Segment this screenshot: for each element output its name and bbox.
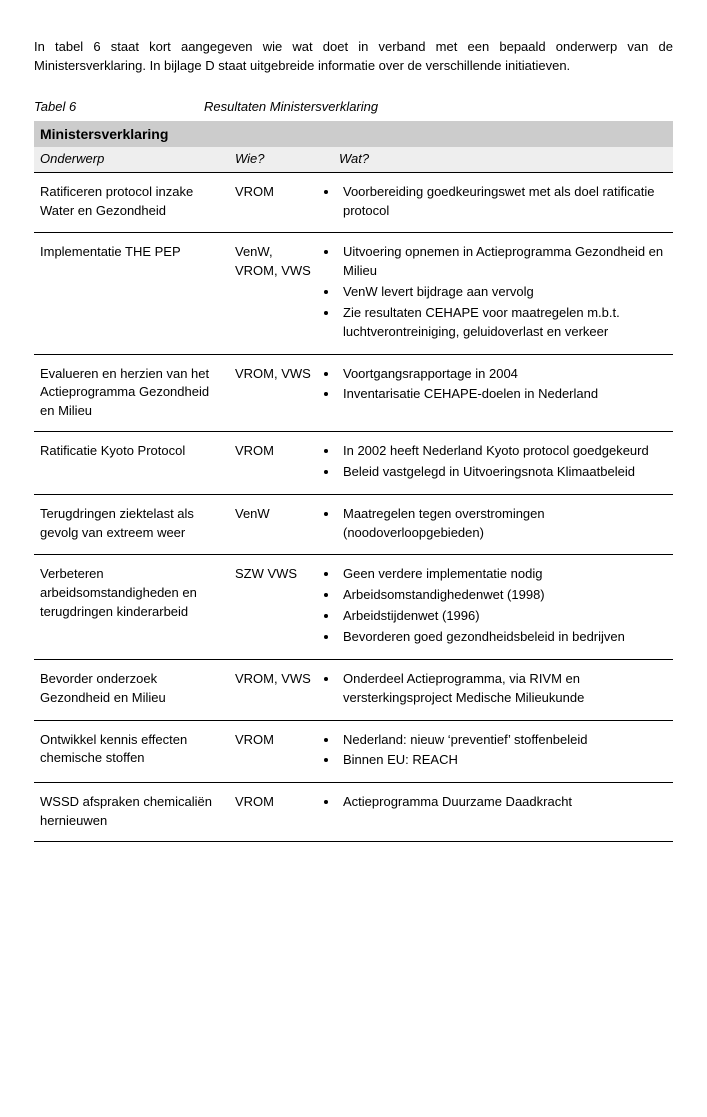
cell-onderwerp: Evalueren en herzien van het Actieprogra… <box>34 354 229 432</box>
cell-wie: VROM <box>229 172 319 233</box>
table-caption: Tabel 6 Resultaten Ministersverklaring <box>34 98 673 117</box>
wat-list: Nederland: nieuw ‘preventief’ stoffenbel… <box>319 731 667 771</box>
table-row: Bevorder onderzoek Gezondheid en MilieuV… <box>34 659 673 720</box>
wat-list-item: Beleid vastgelegd in Uitvoeringsnota Kli… <box>339 463 667 482</box>
wat-list-item: Nederland: nieuw ‘preventief’ stoffenbel… <box>339 731 667 750</box>
cell-wat: In 2002 heeft Nederland Kyoto protocol g… <box>319 432 673 495</box>
cell-onderwerp: Verbeteren arbeidsomstandigheden en teru… <box>34 555 229 659</box>
cell-onderwerp: Bevorder onderzoek Gezondheid en Milieu <box>34 659 229 720</box>
caption-left: Tabel 6 <box>34 98 204 117</box>
wat-list-item: Voortgangsrapportage in 2004 <box>339 365 667 384</box>
wat-list-item: Actieprogramma Duurzame Daadkracht <box>339 793 667 812</box>
cell-wat: Actieprogramma Duurzame Daadkracht <box>319 783 673 842</box>
table-row: Ratificeren protocol inzake Water en Gez… <box>34 172 673 233</box>
wat-list-item: Geen verdere implementatie nodig <box>339 565 667 584</box>
cell-wie: VROM, VWS <box>229 354 319 432</box>
table-row: Evalueren en herzien van het Actieprogra… <box>34 354 673 432</box>
cell-wie: VROM <box>229 720 319 783</box>
table-row: Ratificatie Kyoto ProtocolVROM In 2002 he… <box>34 432 673 495</box>
wat-list: Voorbereiding goedkeuringswet met als do… <box>319 183 667 221</box>
wat-list-item: Maatregelen tegen overstromingen (noodov… <box>339 505 667 543</box>
table-row: Implementatie THE PEPVenW, VROM, VWS Uitv… <box>34 233 673 354</box>
wat-list: In 2002 heeft Nederland Kyoto protocol g… <box>319 442 667 482</box>
ministersverklaring-table: Ministersverklaring Onderwerp Wie? Wat? … <box>34 121 673 842</box>
wat-list-item: Arbeidstijdenwet (1996) <box>339 607 667 626</box>
wat-list: Actieprogramma Duurzame Daadkracht <box>319 793 667 812</box>
wat-list-item: VenW levert bijdrage aan vervolg <box>339 283 667 302</box>
intro-paragraph: In tabel 6 staat kort aangegeven wie wat… <box>34 38 673 76</box>
cell-wat: Onderdeel Actieprogramma, via RIVM en ve… <box>319 659 673 720</box>
cell-onderwerp: Terugdringen ziektelast als gevolg van e… <box>34 494 229 555</box>
table-row: Ontwikkel kennis effecten chemische stof… <box>34 720 673 783</box>
cell-wie: VenW, VROM, VWS <box>229 233 319 354</box>
table-title-row: Ministersverklaring <box>34 121 673 147</box>
header-wat: Wat? <box>319 147 673 172</box>
header-wie: Wie? <box>229 147 319 172</box>
wat-list: Uitvoering opnemen in Actieprogramma Gez… <box>319 243 667 341</box>
cell-wat: Nederland: nieuw ‘preventief’ stoffenbel… <box>319 720 673 783</box>
cell-wat: Uitvoering opnemen in Actieprogramma Gez… <box>319 233 673 354</box>
cell-onderwerp: Ratificeren protocol inzake Water en Gez… <box>34 172 229 233</box>
wat-list-item: Zie resultaten CEHAPE voor maatregelen m… <box>339 304 667 342</box>
wat-list: Onderdeel Actieprogramma, via RIVM en ve… <box>319 670 667 708</box>
table-row: Terugdringen ziektelast als gevolg van e… <box>34 494 673 555</box>
wat-list-item: Binnen EU: REACH <box>339 751 667 770</box>
wat-list-item: Inventarisatie CEHAPE-doelen in Nederlan… <box>339 385 667 404</box>
wat-list-item: In 2002 heeft Nederland Kyoto protocol g… <box>339 442 667 461</box>
wat-list-item: Bevorderen goed gezondheidsbeleid in bed… <box>339 628 667 647</box>
wat-list: Voortgangsrapportage in 2004Inventarisat… <box>319 365 667 405</box>
cell-wie: VROM <box>229 783 319 842</box>
table-title: Ministersverklaring <box>34 121 673 147</box>
cell-onderwerp: WSSD afspraken chemicaliën hernieuwen <box>34 783 229 842</box>
cell-wie: VROM <box>229 432 319 495</box>
cell-wat: Voorbereiding goedkeuringswet met als do… <box>319 172 673 233</box>
wat-list: Maatregelen tegen overstromingen (noodov… <box>319 505 667 543</box>
cell-wie: SZW VWS <box>229 555 319 659</box>
cell-wie: VenW <box>229 494 319 555</box>
wat-list-item: Arbeidsomstandighedenwet (1998) <box>339 586 667 605</box>
cell-wat: Geen verdere implementatie nodig Arbeidso… <box>319 555 673 659</box>
cell-onderwerp: Ontwikkel kennis effecten chemische stof… <box>34 720 229 783</box>
wat-list-item: Voorbereiding goedkeuringswet met als do… <box>339 183 667 221</box>
wat-list-item: Uitvoering opnemen in Actieprogramma Gez… <box>339 243 667 281</box>
table-row: WSSD afspraken chemicaliën hernieuwenVRO… <box>34 783 673 842</box>
cell-wat: Maatregelen tegen overstromingen (noodov… <box>319 494 673 555</box>
wat-list-item: Onderdeel Actieprogramma, via RIVM en ve… <box>339 670 667 708</box>
cell-wie: VROM, VWS <box>229 659 319 720</box>
caption-right: Resultaten Ministersverklaring <box>204 98 378 117</box>
wat-list: Geen verdere implementatie nodig Arbeidso… <box>319 565 667 646</box>
table-header-row: Onderwerp Wie? Wat? <box>34 147 673 172</box>
cell-wat: Voortgangsrapportage in 2004Inventarisat… <box>319 354 673 432</box>
cell-onderwerp: Ratificatie Kyoto Protocol <box>34 432 229 495</box>
header-onderwerp: Onderwerp <box>34 147 229 172</box>
cell-onderwerp: Implementatie THE PEP <box>34 233 229 354</box>
table-row: Verbeteren arbeidsomstandigheden en teru… <box>34 555 673 659</box>
